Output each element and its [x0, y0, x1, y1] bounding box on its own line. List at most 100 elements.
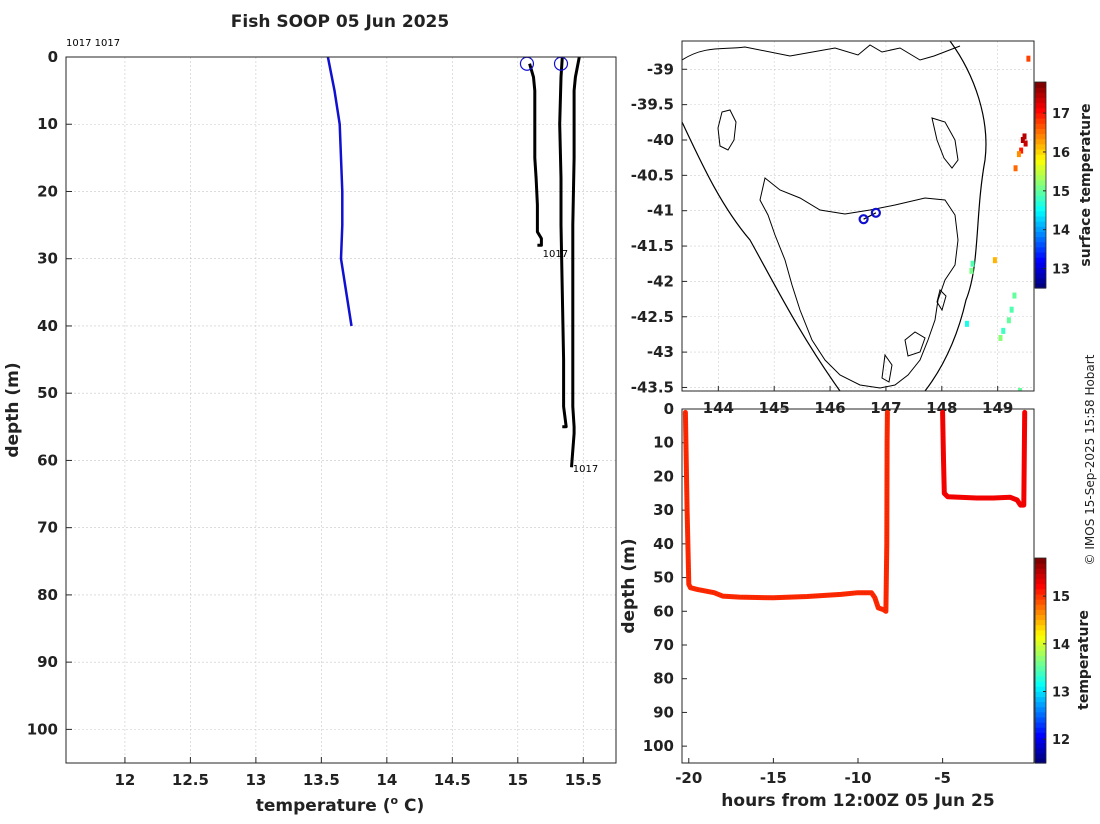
timeseries-ytick-label: 80 — [653, 670, 674, 688]
colorbar-segment — [1035, 82, 1046, 88]
colorbar-segment — [1035, 568, 1046, 574]
profile-ytick-label: 60 — [37, 451, 58, 469]
map-ytick-label: -42 — [647, 272, 674, 290]
colorbar-segment — [1035, 190, 1046, 196]
colorbar-tick-label: 16 — [1052, 146, 1070, 161]
profile-xtick-label: 15.5 — [565, 771, 602, 789]
profile-ytick-label: 80 — [37, 586, 58, 604]
timeseries-ytick-label: 90 — [653, 703, 674, 721]
map-xtick-label: 144 — [703, 399, 734, 417]
colorbar-segment — [1035, 195, 1046, 202]
colorbar-segment — [1035, 107, 1046, 114]
colorbar-segment — [1035, 696, 1046, 703]
colorbar-segment — [1035, 251, 1046, 258]
colorbar-segment — [1035, 205, 1046, 212]
colorbar-segment — [1035, 226, 1046, 232]
colorbar-segment — [1035, 609, 1046, 615]
colorbar-tick-label: 14 — [1052, 638, 1070, 653]
colorbar-tick-label: 17 — [1052, 107, 1070, 122]
vessel-track — [858, 207, 881, 225]
profile-top-labels: 1017 1017 — [66, 38, 120, 49]
colorbar-segment — [1035, 277, 1046, 284]
colorbar-segment — [1035, 588, 1046, 595]
colorbar-segment — [1035, 660, 1046, 667]
timeseries-ytick-label: 50 — [653, 569, 674, 587]
profile-ytick-label: 50 — [37, 384, 58, 402]
map-ytick-label: -40.5 — [631, 166, 674, 184]
colorbar-segment — [1035, 599, 1046, 605]
maria-island — [936, 289, 947, 312]
victoria-coast — [682, 44, 961, 61]
colorbar-segment — [1035, 645, 1046, 651]
colorbar-tick-label: 15 — [1052, 185, 1070, 200]
map-xtick-label: 149 — [982, 399, 1013, 417]
colorbar-segment — [1035, 593, 1046, 600]
profile-ytick-label: 40 — [37, 317, 58, 335]
profile-end-label: 1017 — [573, 464, 598, 475]
profile-xtick-label: 15 — [507, 771, 528, 789]
colorbar-segment — [1035, 236, 1046, 243]
colorbar-segment — [1035, 148, 1046, 155]
sst-pixel — [1019, 147, 1024, 154]
sst-pixel — [969, 267, 974, 274]
map-panel: 144 145 146 147 148 149 -39 -39.5 -40 -40.5 -41 -41… — [631, 40, 1094, 417]
profile-xtick-label: 12.5 — [172, 771, 209, 789]
map-ytick-label: -43.5 — [631, 378, 674, 396]
colorbar-frame — [1034, 557, 1047, 764]
timeseries-ytick-label: 30 — [653, 501, 674, 519]
map-ytick-label: -41.5 — [631, 237, 674, 255]
map-coastlines — [682, 41, 1031, 391]
colorbar-segment — [1035, 681, 1046, 687]
colorbar-segment — [1035, 133, 1046, 140]
isobath-line — [682, 41, 987, 391]
figure-title: Fish SOOP 05 Jun 2025 — [231, 12, 449, 32]
timeseries-frame — [681, 408, 1035, 764]
sst-pixel — [1001, 327, 1006, 334]
colorbar-segment — [1035, 262, 1046, 268]
map-ytick-label: -41 — [647, 202, 674, 220]
colorbar-segment — [1035, 267, 1046, 274]
colorbar-segment — [1035, 282, 1046, 289]
colorbar-segment — [1035, 241, 1046, 248]
colorbar-tick-label: 13 — [1052, 685, 1070, 700]
profile-xtick-label: 14 — [376, 771, 397, 789]
colorbar-segment — [1035, 257, 1046, 263]
profile-ylabel: depth (m) — [3, 362, 23, 457]
sst-pixel — [1013, 165, 1018, 172]
timeseries-xtick-label: -10 — [844, 769, 871, 787]
colorbar-tick-label: 13 — [1052, 263, 1070, 278]
colorbar-segment — [1035, 128, 1046, 135]
bruny-island — [881, 353, 893, 383]
colorbar-segment — [1035, 711, 1046, 718]
colorbar-segment — [1035, 675, 1046, 682]
timeseries-colorbar: 12 13 14 15 — [1034, 557, 1070, 764]
sst-pixel — [992, 257, 997, 264]
colorbar-segment — [1035, 665, 1046, 672]
profile-panel: 12 12.5 13 13.5 14 14.5 15 15.5 0 10 20 30 40 50 60 70 8… — [3, 38, 617, 816]
colorbar-segment — [1035, 706, 1046, 713]
colorbar-segment — [1035, 578, 1046, 585]
map-ytick-label: -39.5 — [631, 96, 674, 114]
sst-pixel — [1020, 136, 1025, 143]
colorbar-segment — [1035, 215, 1046, 222]
colorbar-segment — [1035, 691, 1046, 697]
timeseries-track — [940, 409, 1028, 508]
timeseries-panel: -20 -15 -10 -5 0 10 20 30 40 50 60 70 80 90 100 12 13 14… — [619, 400, 1092, 811]
map-xtick-label: 148 — [926, 399, 957, 417]
profile-ytick-label: 30 — [37, 250, 58, 268]
sst-pixel — [1018, 388, 1023, 391]
colorbar-segment — [1035, 742, 1046, 749]
colorbar-segment — [1035, 619, 1046, 626]
map-colorbar: 13 14 15 16 17 — [1034, 81, 1070, 289]
timeseries-ylabel: depth (m) — [619, 538, 639, 633]
colorbar-segment — [1035, 164, 1046, 171]
profile-end-label: 1017 — [543, 249, 568, 260]
map-colorbar-label: surface temperature — [1078, 103, 1094, 266]
colorbar-segment — [1035, 634, 1046, 641]
profile-ytick-label: 20 — [37, 182, 58, 200]
profile-lines: 1017 1017 — [326, 56, 598, 475]
profile-ytick-label: 10 — [37, 115, 58, 133]
colorbar-segment — [1035, 97, 1046, 104]
colorbar-segment — [1035, 655, 1046, 662]
